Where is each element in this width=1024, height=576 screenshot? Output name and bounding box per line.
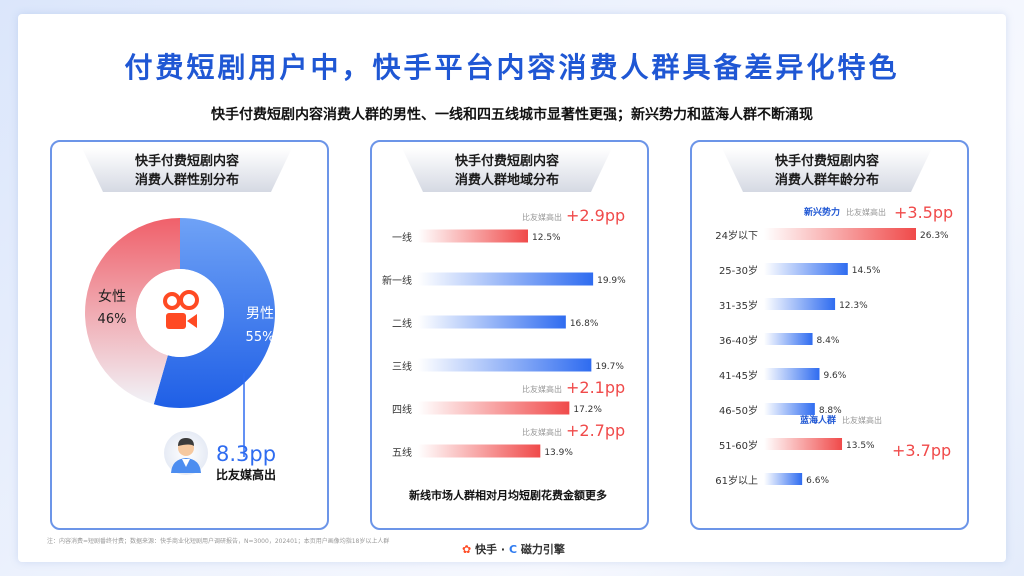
person-collar: [182, 459, 190, 467]
annotation-text: 比友媒高出: [522, 427, 562, 437]
region-panel: [370, 140, 649, 530]
bar: [764, 228, 916, 240]
region-panel-header: 快手付费短剧内容 消费人群地域分布: [402, 148, 612, 192]
donut-slice: [153, 218, 275, 408]
brand-logo: ✿ 快手 · C 磁力引擎: [462, 541, 565, 557]
logo-ring-left: [163, 292, 181, 310]
region-panel-title-line2: 消费人群地域分布: [454, 173, 559, 188]
age-panel-title-line1: 快手付费短剧内容: [774, 154, 879, 169]
age-bar-chart: 24岁以下 26.3% 25-30岁 14.5% 31-35岁 12.3% 36-40岁 8.…: [715, 203, 953, 487]
annotation-value: +3.5pp: [894, 203, 953, 222]
annotation-value: +3.7pp: [892, 441, 951, 460]
callout-text: 比友媒高出: [216, 467, 276, 482]
brand-cili: 磁力引擎: [520, 543, 565, 556]
chart-footer: 新线市场人群相对月均短剧花费金额更多: [409, 488, 607, 502]
bar: [418, 444, 541, 458]
age-panel-header: 快手付费短剧内容 消费人群年龄分布: [722, 148, 932, 192]
region-panel-title-line1: 快手付费短剧内容: [454, 154, 559, 169]
bar: [764, 473, 803, 485]
callout-value: 8.3pp: [216, 442, 276, 466]
brand-kuaishou: 快手: [475, 543, 498, 556]
annotation-text: 比友媒高出: [522, 384, 562, 394]
kuaishou-logo-icon: ✿: [462, 543, 472, 556]
page-subtitle: 快手付费短剧内容消费人群的男性、一线和四五线城市显著性更强；新兴势力和蓝海人群不…: [211, 107, 813, 123]
donut-slice: [84, 218, 180, 405]
annotation-value: +2.9pp: [566, 206, 625, 225]
annotation-tag: 新兴势力: [804, 206, 840, 218]
page-title: 付费短剧用户中，快手平台内容消费人群具备差异化特色: [124, 51, 900, 84]
value-label: 17.2%: [573, 405, 602, 415]
bar: [764, 263, 848, 275]
category-label: 24岁以下: [715, 229, 758, 242]
brand-separator: ·: [500, 543, 506, 556]
annotation-text: 比友媒高出: [842, 415, 882, 425]
bar: [764, 403, 815, 415]
value-label: 12.3%: [839, 301, 868, 311]
bar: [418, 358, 592, 372]
cili-logo-icon: C: [508, 543, 518, 556]
category-label: 25-30岁: [719, 264, 758, 277]
annotation-text: 比友媒高出: [522, 212, 562, 222]
annotation-value: +2.7pp: [566, 421, 625, 440]
bar: [418, 401, 570, 415]
category-label: 41-45岁: [719, 369, 758, 382]
bar: [764, 298, 836, 310]
male-value: 55%: [246, 330, 275, 345]
bar: [764, 333, 813, 345]
bar: [764, 438, 843, 450]
value-label: 8.4%: [817, 336, 840, 346]
age-panel-title-line2: 消费人群年龄分布: [774, 173, 879, 188]
logo-ring-right: [179, 290, 199, 310]
category-label: 36-40岁: [719, 334, 758, 347]
region-bar-chart: 一线 12.5% 新一线 19.9% 二线 16.8% 三线 19.7% 四线 17.2% 五线 13…: [382, 206, 626, 502]
category-label: 61岁以上: [715, 474, 758, 487]
annotation-tag: 蓝海人群: [800, 414, 836, 426]
category-label: 51-60岁: [719, 439, 758, 452]
category-label: 46-50岁: [719, 404, 758, 417]
value-label: 14.5%: [852, 266, 881, 276]
age-panel: [690, 140, 969, 530]
category-label: 一线: [392, 231, 412, 244]
annotation-text: 比友媒高出: [846, 207, 886, 217]
category-label: 二线: [392, 317, 412, 330]
bar: [418, 229, 528, 243]
value-label: 13.9%: [544, 448, 573, 458]
male-label: 男性: [246, 306, 274, 322]
category-label: 三线: [392, 360, 412, 373]
female-value: 46%: [98, 312, 127, 327]
logo-lens: [187, 314, 197, 328]
value-label: 8.8%: [819, 406, 842, 416]
value-label: 19.7%: [595, 362, 624, 372]
person-icon: [164, 431, 208, 475]
value-label: 16.8%: [570, 319, 599, 329]
footnote: 注：内容消费=短剧番终付费；数据来源：快手商业化短剧用户调研报告，N=3000，…: [47, 538, 390, 545]
value-label: 13.5%: [846, 441, 875, 451]
bar: [418, 315, 566, 329]
category-label: 新一线: [382, 274, 412, 287]
kuaishou-logo-icon: [163, 290, 199, 329]
annotation-value: +2.1pp: [566, 378, 625, 397]
value-label: 26.3%: [920, 231, 949, 241]
category-label: 31-35岁: [719, 299, 758, 312]
person-hair: [178, 438, 194, 446]
bar: [764, 368, 820, 380]
value-label: 12.5%: [532, 233, 561, 243]
value-label: 19.9%: [597, 276, 626, 286]
category-label: 五线: [392, 446, 412, 459]
bar: [418, 272, 594, 286]
gender-panel-title-line1: 快手付费短剧内容: [134, 154, 239, 169]
value-label: 9.6%: [823, 371, 846, 381]
value-label: 6.6%: [806, 476, 829, 486]
logo-body: [166, 313, 186, 329]
gender-panel-title-line2: 消费人群性别分布: [134, 173, 239, 188]
category-label: 四线: [392, 403, 412, 416]
female-label: 女性: [98, 288, 126, 305]
gender-panel-header: 快手付费短剧内容 消费人群性别分布: [82, 148, 292, 192]
